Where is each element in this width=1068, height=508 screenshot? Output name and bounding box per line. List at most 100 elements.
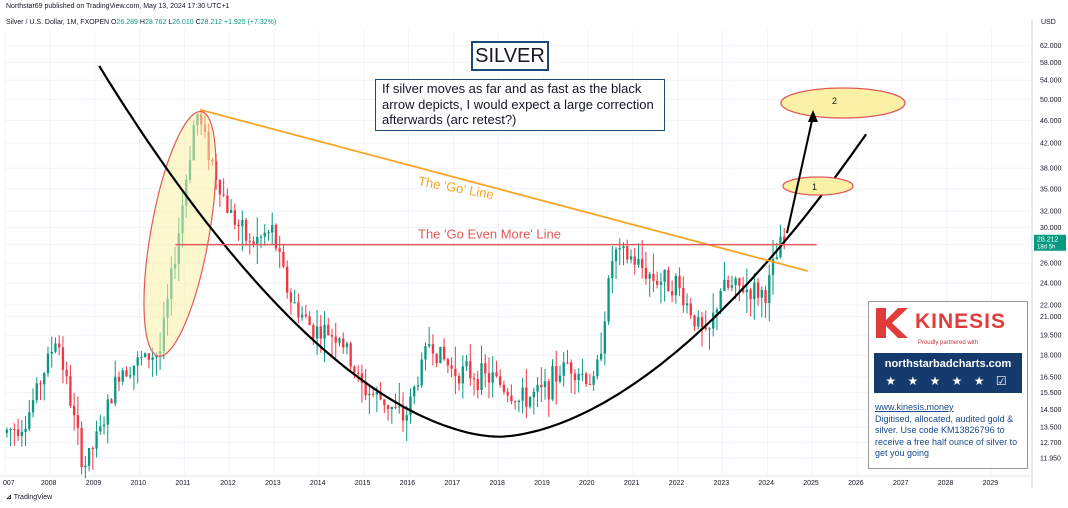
kinesis-logo-icon [876, 308, 908, 338]
y-tick-label: 58.000 [1040, 60, 1062, 67]
candle-body [678, 275, 681, 289]
candle-body [9, 429, 12, 431]
candle-body [312, 325, 315, 339]
candle-body [428, 344, 431, 347]
candle-body [536, 384, 539, 392]
candle-body [577, 373, 580, 381]
candle-body [442, 346, 446, 360]
candle-body [723, 279, 726, 291]
candle-body [274, 225, 278, 249]
site-banner[interactable]: northstarbadcharts.com ★ ★ ★ ★ ★ ☑ [874, 353, 1022, 393]
y-tick-label: 19.500 [1040, 333, 1062, 340]
candle-body [768, 275, 771, 304]
candle-body [58, 343, 61, 348]
candle-body [749, 289, 752, 300]
brand-tagline: Proudly partnered with [917, 340, 979, 346]
rating-stars-icon: ★ ★ ★ ★ ★ ☑ [885, 374, 1011, 388]
candle-body [558, 375, 562, 382]
target-1-ellipse [782, 176, 854, 196]
high-value: 28.762 [144, 19, 167, 26]
candle-body [439, 346, 442, 364]
candle-body [342, 338, 345, 348]
candle-body [80, 427, 83, 468]
candle-body [237, 224, 240, 227]
last-price-tag [1034, 234, 1066, 251]
x-tick-label: 2008 [41, 480, 57, 487]
candle-body [484, 363, 487, 374]
candle-body [218, 180, 222, 195]
candle-body [424, 346, 427, 360]
candle-body [461, 366, 464, 384]
x-tick-label: 2011 [175, 480, 190, 487]
close-label: C [195, 19, 201, 26]
candle-body [756, 282, 760, 298]
candle-body [547, 381, 550, 400]
candle-body [570, 362, 573, 374]
candle-body [349, 343, 352, 367]
symbol-legend[interactable]: Silver / U.S. Dollar, 1M, FXOPEN O26.289… [6, 19, 276, 26]
candle-body [5, 429, 9, 433]
candle-body [300, 314, 304, 318]
candle-body [734, 278, 737, 286]
candle-body [413, 386, 416, 397]
candle-body [614, 249, 618, 262]
candle-body [566, 362, 569, 364]
promo-panel[interactable]: KINESIS Proudly partnered with northstar… [868, 301, 1028, 469]
candle-body [252, 241, 255, 246]
y-tick-label: 26.000 [1040, 261, 1062, 268]
site-banner-name: northstarbadcharts.com [884, 358, 1012, 370]
candle-body [398, 406, 401, 408]
candle-body [712, 312, 715, 329]
candle-body [43, 373, 46, 385]
candle-body [727, 279, 730, 288]
chart-title: SILVER [471, 41, 549, 71]
candle-body [420, 359, 423, 386]
promo-link[interactable]: www.kinesis.money [875, 402, 954, 412]
candle-body [256, 236, 259, 246]
candle-body [532, 391, 535, 398]
candle-body [607, 278, 610, 322]
candle-body [357, 372, 360, 374]
candle-body [323, 324, 326, 339]
candle-body [633, 256, 636, 265]
candle-body [771, 259, 775, 276]
candle-body [682, 288, 685, 306]
candle-body [121, 370, 124, 382]
candle-body [480, 363, 483, 390]
candle-body [760, 289, 763, 298]
candle-body [345, 343, 349, 348]
candle-body [267, 232, 270, 234]
candle-body [315, 326, 319, 339]
candle-body [738, 278, 741, 286]
candle-body [31, 400, 35, 413]
candle-body [469, 361, 472, 379]
go-more-line-label: The 'Go Even More' Line [418, 227, 561, 242]
x-tick-label: 2029 [983, 480, 999, 487]
candle-body [84, 465, 87, 468]
candle-body [375, 391, 379, 395]
x-tick-label: 2024 [758, 480, 774, 487]
candle-body [588, 383, 592, 385]
candle-body [562, 362, 565, 376]
candle-body [730, 285, 734, 288]
y-tick-label: 24.000 [1040, 281, 1062, 288]
candle-body [457, 376, 461, 384]
candle-body [446, 359, 450, 366]
candle-body [401, 406, 405, 421]
candle-body [69, 376, 72, 406]
candle-body [136, 357, 139, 366]
candle-body [641, 258, 644, 269]
candle-body [353, 366, 356, 373]
candle-body [259, 236, 263, 238]
y-tick-label: 38.000 [1040, 166, 1062, 173]
x-tick-label: 2014 [310, 480, 326, 487]
candle-body [409, 396, 412, 416]
candle-body [102, 424, 106, 427]
y-tick-label: 50.000 [1040, 97, 1062, 104]
promo-copy: www.kinesis.money Digitised, allocated, … [875, 402, 1025, 460]
candle-body [222, 194, 225, 196]
x-tick-label: 2025 [803, 480, 819, 487]
tradingview-logo[interactable]: ⊿ TradingView [6, 493, 52, 501]
candle-body [652, 273, 655, 281]
